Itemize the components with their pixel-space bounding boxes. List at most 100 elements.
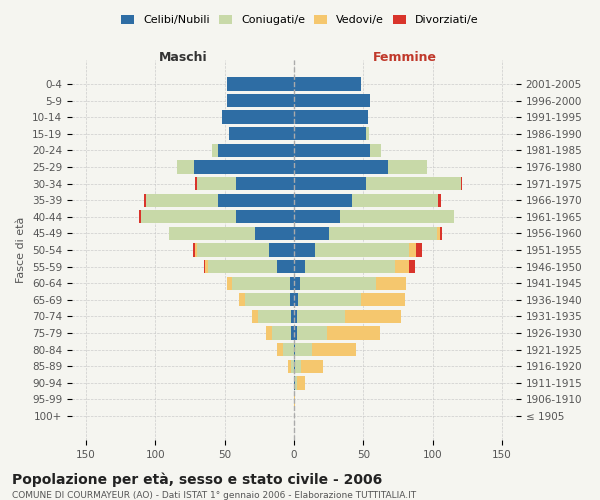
Bar bbox=[294, 293, 298, 306]
Bar bbox=[272, 326, 291, 340]
Bar bbox=[294, 310, 297, 323]
Bar bbox=[291, 310, 294, 323]
Bar bbox=[208, 260, 277, 274]
Bar bbox=[294, 177, 366, 190]
Bar bbox=[255, 226, 294, 240]
Bar bbox=[294, 244, 315, 256]
Bar bbox=[277, 260, 294, 274]
Text: COMUNE DI COURMAYEUR (AO) - Dati ISTAT 1° gennaio 2006 - Elaborazione TUTTITALIA: COMUNE DI COURMAYEUR (AO) - Dati ISTAT 1… bbox=[12, 491, 416, 500]
Bar bbox=[294, 194, 352, 207]
Bar bbox=[294, 110, 368, 124]
Bar bbox=[295, 376, 297, 390]
Bar bbox=[291, 326, 294, 340]
Bar bbox=[197, 177, 236, 190]
Bar bbox=[294, 393, 295, 406]
Bar bbox=[266, 326, 272, 340]
Bar bbox=[204, 260, 205, 274]
Bar bbox=[294, 276, 299, 290]
Bar bbox=[236, 210, 294, 224]
Bar bbox=[437, 226, 440, 240]
Bar bbox=[193, 244, 196, 256]
Bar bbox=[294, 226, 329, 240]
Bar bbox=[297, 310, 346, 323]
Bar bbox=[294, 94, 370, 107]
Bar bbox=[305, 260, 395, 274]
Bar bbox=[227, 276, 232, 290]
Bar bbox=[294, 210, 340, 224]
Bar bbox=[416, 244, 422, 256]
Text: Femmine: Femmine bbox=[373, 51, 437, 64]
Bar bbox=[218, 144, 294, 157]
Bar bbox=[146, 194, 218, 207]
Bar bbox=[283, 343, 294, 356]
Bar bbox=[295, 360, 301, 373]
Bar bbox=[352, 194, 438, 207]
Bar bbox=[299, 276, 376, 290]
Text: Popolazione per età, sesso e stato civile - 2006: Popolazione per età, sesso e stato civil… bbox=[12, 472, 382, 487]
Bar bbox=[139, 210, 142, 224]
Bar bbox=[295, 343, 312, 356]
Bar bbox=[366, 177, 461, 190]
Bar bbox=[294, 376, 295, 390]
Bar bbox=[253, 310, 258, 323]
Bar bbox=[370, 144, 382, 157]
Bar bbox=[312, 343, 356, 356]
Bar bbox=[236, 177, 294, 190]
Bar bbox=[461, 177, 462, 190]
Bar bbox=[227, 78, 294, 90]
Bar bbox=[169, 226, 255, 240]
Y-axis label: Anni di nascita: Anni di nascita bbox=[599, 209, 600, 291]
Bar bbox=[178, 160, 194, 173]
Bar bbox=[291, 360, 294, 373]
Bar bbox=[328, 326, 380, 340]
Bar bbox=[277, 343, 283, 356]
Bar bbox=[232, 276, 290, 290]
Bar bbox=[212, 144, 218, 157]
Bar bbox=[227, 94, 294, 107]
Bar bbox=[294, 127, 366, 140]
Bar bbox=[409, 260, 415, 274]
Bar bbox=[194, 160, 294, 173]
Bar bbox=[229, 127, 294, 140]
Bar bbox=[301, 360, 323, 373]
Bar bbox=[222, 110, 294, 124]
Bar bbox=[294, 144, 370, 157]
Bar bbox=[142, 210, 236, 224]
Bar bbox=[438, 194, 441, 207]
Bar bbox=[409, 244, 416, 256]
Bar bbox=[366, 127, 369, 140]
Bar bbox=[294, 326, 297, 340]
Y-axis label: Fasce di età: Fasce di età bbox=[16, 217, 26, 283]
Bar bbox=[395, 260, 409, 274]
Bar bbox=[196, 177, 197, 190]
Bar bbox=[239, 293, 245, 306]
Bar bbox=[297, 376, 305, 390]
Bar bbox=[340, 210, 454, 224]
Bar bbox=[290, 293, 294, 306]
Bar bbox=[245, 293, 290, 306]
Bar bbox=[290, 276, 294, 290]
Bar bbox=[297, 326, 328, 340]
Bar bbox=[315, 244, 409, 256]
Text: Maschi: Maschi bbox=[158, 51, 208, 64]
Bar bbox=[289, 360, 291, 373]
Bar bbox=[376, 276, 406, 290]
Bar bbox=[329, 226, 437, 240]
Bar bbox=[388, 160, 427, 173]
Bar bbox=[258, 310, 291, 323]
Bar bbox=[205, 260, 208, 274]
Bar bbox=[218, 194, 294, 207]
Bar bbox=[361, 293, 405, 306]
Legend: Celibi/Nubili, Coniugati/e, Vedovi/e, Divorziati/e: Celibi/Nubili, Coniugati/e, Vedovi/e, Di… bbox=[117, 10, 483, 30]
Bar bbox=[269, 244, 294, 256]
Bar bbox=[294, 343, 295, 356]
Bar bbox=[440, 226, 442, 240]
Bar bbox=[294, 260, 305, 274]
Bar bbox=[197, 244, 269, 256]
Bar bbox=[298, 293, 361, 306]
Bar bbox=[294, 78, 361, 90]
Bar bbox=[196, 244, 197, 256]
Bar bbox=[346, 310, 401, 323]
Bar bbox=[294, 160, 388, 173]
Bar bbox=[294, 360, 295, 373]
